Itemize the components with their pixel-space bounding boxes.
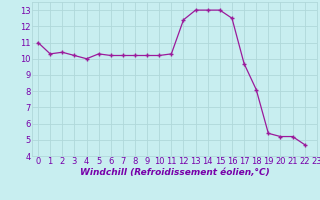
X-axis label: Windchill (Refroidissement éolien,°C): Windchill (Refroidissement éolien,°C): [80, 168, 269, 177]
